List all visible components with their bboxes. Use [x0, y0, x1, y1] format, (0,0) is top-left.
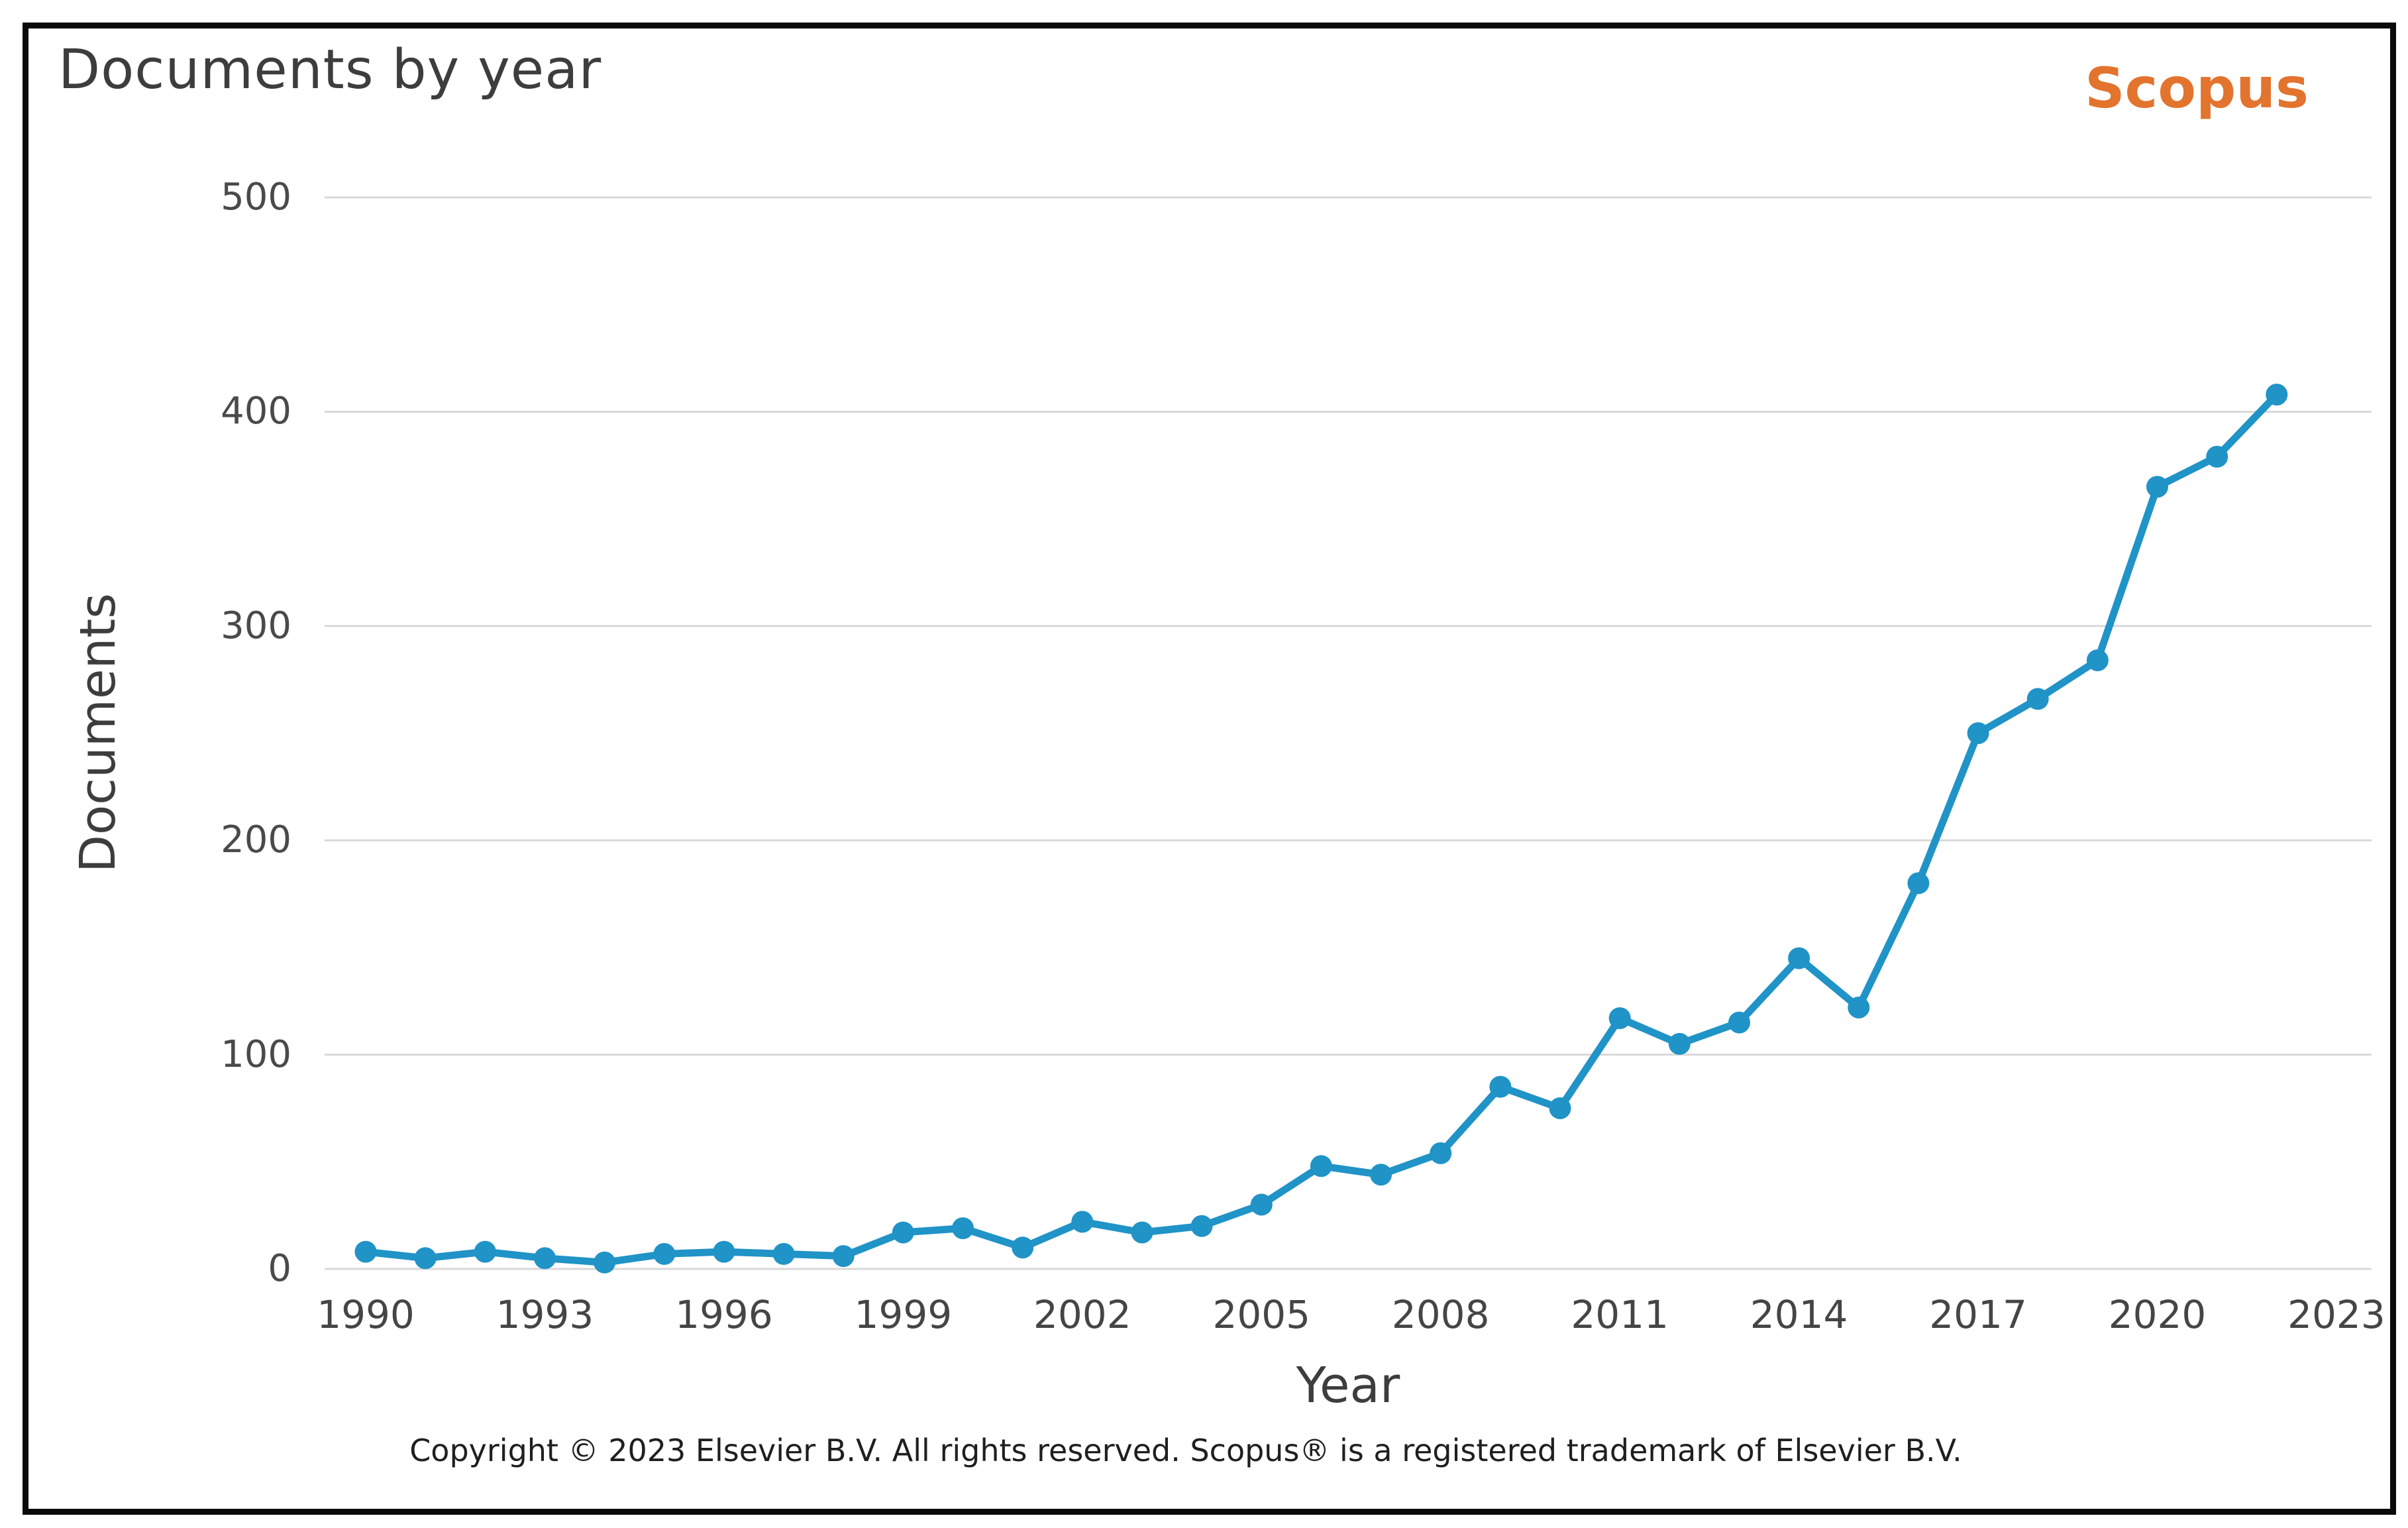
x-axis-title: Year	[1296, 1357, 1400, 1414]
x-tick-label: 2011	[1571, 1292, 1669, 1337]
y-tick-label: 200	[221, 818, 291, 862]
data-point-marker	[952, 1217, 974, 1240]
data-point-marker	[832, 1245, 855, 1268]
data-point-marker	[1310, 1155, 1332, 1177]
x-tick-label: 2005	[1212, 1292, 1311, 1337]
data-point-marker	[474, 1240, 496, 1263]
data-point-marker	[1190, 1215, 1213, 1237]
copyright-text: Copyright © 2023 Elsevier B.V. All right…	[409, 1433, 1962, 1468]
x-tick-label: 1999	[854, 1292, 953, 1337]
x-tick-label: 2008	[1391, 1292, 1490, 1337]
data-point-marker	[653, 1242, 676, 1265]
y-tick-label: 300	[221, 604, 291, 647]
data-point-marker	[2026, 688, 2049, 710]
x-tick-label: 2020	[2108, 1292, 2207, 1337]
data-point-marker	[414, 1247, 437, 1270]
data-point-marker	[1250, 1193, 1273, 1216]
scopus-logo: Scopus	[2085, 56, 2309, 121]
x-tick-label: 2014	[1750, 1292, 1848, 1337]
x-tick-label: 2023	[2287, 1292, 2385, 1337]
data-point-marker	[1668, 1032, 1691, 1055]
data-point-marker	[354, 1240, 377, 1263]
data-point-marker	[2086, 649, 2109, 671]
data-point-marker	[1608, 1007, 1631, 1030]
data-point-marker	[2206, 445, 2228, 468]
data-point-marker	[2266, 384, 2288, 406]
data-point-marker	[1012, 1236, 1034, 1259]
data-point-marker	[1967, 722, 1989, 744]
data-point-marker	[1907, 872, 1930, 895]
x-tick-label: 1996	[675, 1292, 773, 1337]
data-point-marker	[1430, 1142, 1452, 1164]
data-point-marker	[1549, 1097, 1571, 1119]
data-point-marker	[892, 1221, 914, 1244]
data-point-marker	[1489, 1075, 1512, 1098]
data-point-marker	[1848, 997, 1870, 1018]
data-point-marker	[713, 1240, 735, 1263]
chart-title: Documents by year	[58, 38, 602, 101]
data-point-marker	[534, 1247, 556, 1270]
data-point-marker	[772, 1242, 795, 1265]
y-tick-label: 100	[221, 1032, 291, 1076]
data-point-marker	[1370, 1164, 1392, 1186]
documents-series-line	[362, 391, 2281, 1266]
data-point-marker	[1728, 1011, 1750, 1034]
x-tick-label: 2017	[1929, 1292, 2027, 1337]
data-point-marker	[1131, 1221, 1153, 1244]
y-axis-title: Documents	[70, 593, 127, 873]
data-point-marker	[1788, 947, 1810, 969]
y-tick-label: 0	[268, 1247, 291, 1290]
x-tick-label: 1990	[317, 1292, 415, 1337]
data-point-marker	[594, 1251, 616, 1274]
y-tick-label: 500	[221, 176, 291, 219]
y-tick-label: 400	[221, 390, 291, 433]
x-tick-label: 2002	[1033, 1292, 1131, 1337]
x-tick-label: 1993	[496, 1292, 594, 1337]
data-point-marker	[1071, 1211, 1094, 1233]
data-point-marker	[2146, 476, 2168, 498]
